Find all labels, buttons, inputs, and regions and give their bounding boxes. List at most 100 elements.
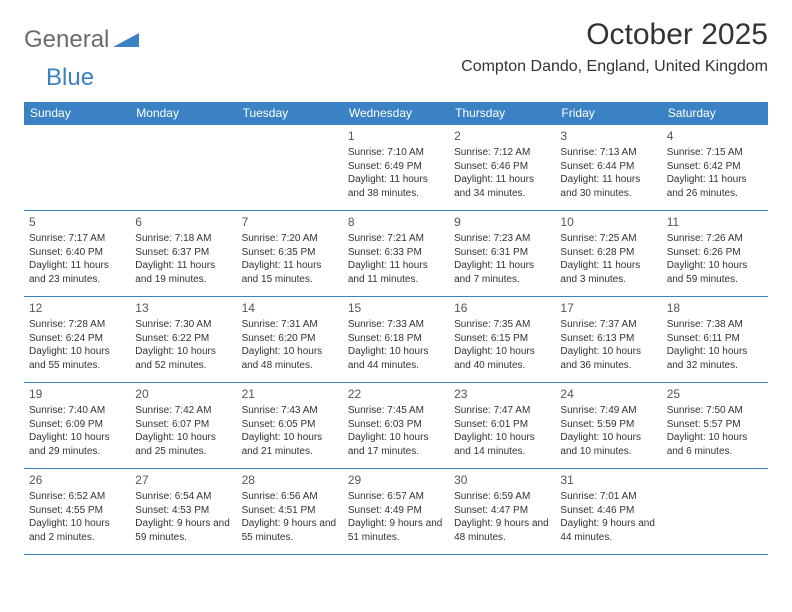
day-number: 21 bbox=[242, 386, 338, 402]
calendar-empty-cell bbox=[662, 469, 768, 555]
calendar-day-cell: 28 Sunrise: 6:56 AMSunset: 4:51 PMDayligh… bbox=[237, 469, 343, 555]
calendar-week-row: 26 Sunrise: 6:52 AMSunset: 4:55 PMDayligh… bbox=[24, 469, 768, 555]
day-info: Sunrise: 6:52 AMSunset: 4:55 PMDaylight:… bbox=[29, 490, 125, 544]
day-number: 15 bbox=[348, 300, 444, 316]
day-number: 7 bbox=[242, 214, 338, 230]
calendar-body: 1Sunrise: 7:10 AMSunset: 6:49 PMDaylight… bbox=[24, 125, 768, 555]
day-info: Sunrise: 7:21 AMSunset: 6:33 PMDaylight:… bbox=[348, 232, 444, 286]
calendar-day-cell: 10 Sunrise: 7:25 AMSunset: 6:28 PMDayligh… bbox=[555, 211, 661, 297]
calendar-week-row: 19Sunrise: 7:40 AMSunset: 6:09 PMDayligh… bbox=[24, 383, 768, 469]
day-number: 31 bbox=[560, 472, 656, 488]
day-number: 26 bbox=[29, 472, 125, 488]
calendar-day-cell: 30 Sunrise: 6:59 AMSunset: 4:47 PMDayligh… bbox=[449, 469, 555, 555]
day-info: Sunrise: 6:56 AMSunset: 4:51 PMDaylight:… bbox=[242, 490, 338, 544]
day-info: Sunrise: 7:28 AMSunset: 6:24 PMDaylight:… bbox=[29, 318, 125, 372]
day-info: Sunrise: 7:33 AMSunset: 6:18 PMDaylight:… bbox=[348, 318, 444, 372]
calendar-day-cell: 13 Sunrise: 7:30 AMSunset: 6:22 PMDayligh… bbox=[130, 297, 236, 383]
calendar-day-cell: 4Sunrise: 7:15 AMSunset: 6:42 PMDaylight… bbox=[662, 125, 768, 211]
logo-text-general: General bbox=[24, 26, 109, 54]
calendar-week-row: 5 Sunrise: 7:17 AMSunset: 6:40 PMDaylight… bbox=[24, 211, 768, 297]
calendar-table: SundayMondayTuesdayWednesdayThursdayFrid… bbox=[24, 102, 768, 555]
calendar-day-cell: 25 Sunrise: 7:50 AMSunset: 5:57 PMDayligh… bbox=[662, 383, 768, 469]
calendar-day-cell: 21 Sunrise: 7:43 AMSunset: 6:05 PMDayligh… bbox=[237, 383, 343, 469]
day-number: 30 bbox=[454, 472, 550, 488]
calendar-week-row: 12Sunrise: 7:28 AMSunset: 6:24 PMDayligh… bbox=[24, 297, 768, 383]
day-info: Sunrise: 7:50 AMSunset: 5:57 PMDaylight:… bbox=[667, 404, 763, 458]
day-info: Sunrise: 7:45 AMSunset: 6:03 PMDaylight:… bbox=[348, 404, 444, 458]
calendar-day-cell: 17 Sunrise: 7:37 AMSunset: 6:13 PMDayligh… bbox=[555, 297, 661, 383]
day-number: 22 bbox=[348, 386, 444, 402]
day-info: Sunrise: 6:54 AMSunset: 4:53 PMDaylight:… bbox=[135, 490, 231, 544]
day-number: 6 bbox=[135, 214, 231, 230]
calendar-day-cell: 2 Sunrise: 7:12 AMSunset: 6:46 PMDaylight… bbox=[449, 125, 555, 211]
day-number: 18 bbox=[667, 300, 763, 316]
day-header: Wednesday bbox=[343, 102, 449, 125]
calendar-day-cell: 22 Sunrise: 7:45 AMSunset: 6:03 PMDayligh… bbox=[343, 383, 449, 469]
day-number: 16 bbox=[454, 300, 550, 316]
day-number: 29 bbox=[348, 472, 444, 488]
calendar-day-cell: 26 Sunrise: 6:52 AMSunset: 4:55 PMDayligh… bbox=[24, 469, 130, 555]
calendar-day-cell: 11 Sunrise: 7:26 AMSunset: 6:26 PMDayligh… bbox=[662, 211, 768, 297]
day-number: 23 bbox=[454, 386, 550, 402]
day-info: Sunrise: 7:01 AMSunset: 4:46 PMDaylight:… bbox=[560, 490, 656, 544]
day-header: Thursday bbox=[449, 102, 555, 125]
day-info: Sunrise: 7:23 AMSunset: 6:31 PMDaylight:… bbox=[454, 232, 550, 286]
day-info: Sunrise: 7:25 AMSunset: 6:28 PMDaylight:… bbox=[560, 232, 656, 286]
day-number: 11 bbox=[667, 214, 763, 230]
calendar-day-cell: 18 Sunrise: 7:38 AMSunset: 6:11 PMDayligh… bbox=[662, 297, 768, 383]
day-number: 27 bbox=[135, 472, 231, 488]
day-number: 25 bbox=[667, 386, 763, 402]
day-info: Sunrise: 7:42 AMSunset: 6:07 PMDaylight:… bbox=[135, 404, 231, 458]
day-info: Sunrise: 6:59 AMSunset: 4:47 PMDaylight:… bbox=[454, 490, 550, 544]
day-number: 28 bbox=[242, 472, 338, 488]
day-info: Sunrise: 7:26 AMSunset: 6:26 PMDaylight:… bbox=[667, 232, 763, 286]
logo: General bbox=[24, 18, 141, 54]
day-info: Sunrise: 6:57 AMSunset: 4:49 PMDaylight:… bbox=[348, 490, 444, 544]
day-number: 17 bbox=[560, 300, 656, 316]
calendar-day-cell: 14Sunrise: 7:31 AMSunset: 6:20 PMDayligh… bbox=[237, 297, 343, 383]
day-number: 20 bbox=[135, 386, 231, 402]
calendar-day-cell: 5 Sunrise: 7:17 AMSunset: 6:40 PMDaylight… bbox=[24, 211, 130, 297]
calendar-day-cell: 23 Sunrise: 7:47 AMSunset: 6:01 PMDayligh… bbox=[449, 383, 555, 469]
day-number: 5 bbox=[29, 214, 125, 230]
day-info: Sunrise: 7:37 AMSunset: 6:13 PMDaylight:… bbox=[560, 318, 656, 372]
calendar-empty-cell bbox=[130, 125, 236, 211]
day-number: 1 bbox=[348, 128, 444, 144]
day-number: 3 bbox=[560, 128, 656, 144]
day-number: 13 bbox=[135, 300, 231, 316]
calendar-day-cell: 1Sunrise: 7:10 AMSunset: 6:49 PMDaylight… bbox=[343, 125, 449, 211]
day-header: Saturday bbox=[662, 102, 768, 125]
calendar-day-cell: 7 Sunrise: 7:20 AMSunset: 6:35 PMDaylight… bbox=[237, 211, 343, 297]
logo-text-blue: Blue bbox=[46, 64, 94, 92]
day-number: 24 bbox=[560, 386, 656, 402]
day-info: Sunrise: 7:31 AMSunset: 6:20 PMDaylight:… bbox=[242, 318, 338, 372]
location: Compton Dando, England, United Kingdom bbox=[461, 58, 768, 76]
day-number: 8 bbox=[348, 214, 444, 230]
calendar-day-cell: 27 Sunrise: 6:54 AMSunset: 4:53 PMDayligh… bbox=[130, 469, 236, 555]
day-number: 2 bbox=[454, 128, 550, 144]
day-info: Sunrise: 7:49 AMSunset: 5:59 PMDaylight:… bbox=[560, 404, 656, 458]
day-header: Sunday bbox=[24, 102, 130, 125]
calendar-day-cell: 20 Sunrise: 7:42 AMSunset: 6:07 PMDayligh… bbox=[130, 383, 236, 469]
calendar-day-cell: 31 Sunrise: 7:01 AMSunset: 4:46 PMDayligh… bbox=[555, 469, 661, 555]
calendar-day-cell: 16Sunrise: 7:35 AMSunset: 6:15 PMDayligh… bbox=[449, 297, 555, 383]
day-info: Sunrise: 7:17 AMSunset: 6:40 PMDaylight:… bbox=[29, 232, 125, 286]
day-number: 10 bbox=[560, 214, 656, 230]
day-header: Friday bbox=[555, 102, 661, 125]
day-header: Tuesday bbox=[237, 102, 343, 125]
calendar-day-cell: 15 Sunrise: 7:33 AMSunset: 6:18 PMDayligh… bbox=[343, 297, 449, 383]
day-info: Sunrise: 7:12 AMSunset: 6:46 PMDaylight:… bbox=[454, 146, 550, 200]
day-info: Sunrise: 7:47 AMSunset: 6:01 PMDaylight:… bbox=[454, 404, 550, 458]
day-header: Monday bbox=[130, 102, 236, 125]
calendar-day-cell: 8 Sunrise: 7:21 AMSunset: 6:33 PMDaylight… bbox=[343, 211, 449, 297]
day-info: Sunrise: 7:13 AMSunset: 6:44 PMDaylight:… bbox=[560, 146, 656, 200]
day-info: Sunrise: 7:38 AMSunset: 6:11 PMDaylight:… bbox=[667, 318, 763, 372]
calendar-day-cell: 12Sunrise: 7:28 AMSunset: 6:24 PMDayligh… bbox=[24, 297, 130, 383]
day-info: Sunrise: 7:20 AMSunset: 6:35 PMDaylight:… bbox=[242, 232, 338, 286]
day-info: Sunrise: 7:40 AMSunset: 6:09 PMDaylight:… bbox=[29, 404, 125, 458]
day-info: Sunrise: 7:43 AMSunset: 6:05 PMDaylight:… bbox=[242, 404, 338, 458]
title-block: October 2025 Compton Dando, England, Uni… bbox=[461, 18, 768, 76]
calendar-day-cell: 3 Sunrise: 7:13 AMSunset: 6:44 PMDaylight… bbox=[555, 125, 661, 211]
day-info: Sunrise: 7:18 AMSunset: 6:37 PMDaylight:… bbox=[135, 232, 231, 286]
day-info: Sunrise: 7:30 AMSunset: 6:22 PMDaylight:… bbox=[135, 318, 231, 372]
